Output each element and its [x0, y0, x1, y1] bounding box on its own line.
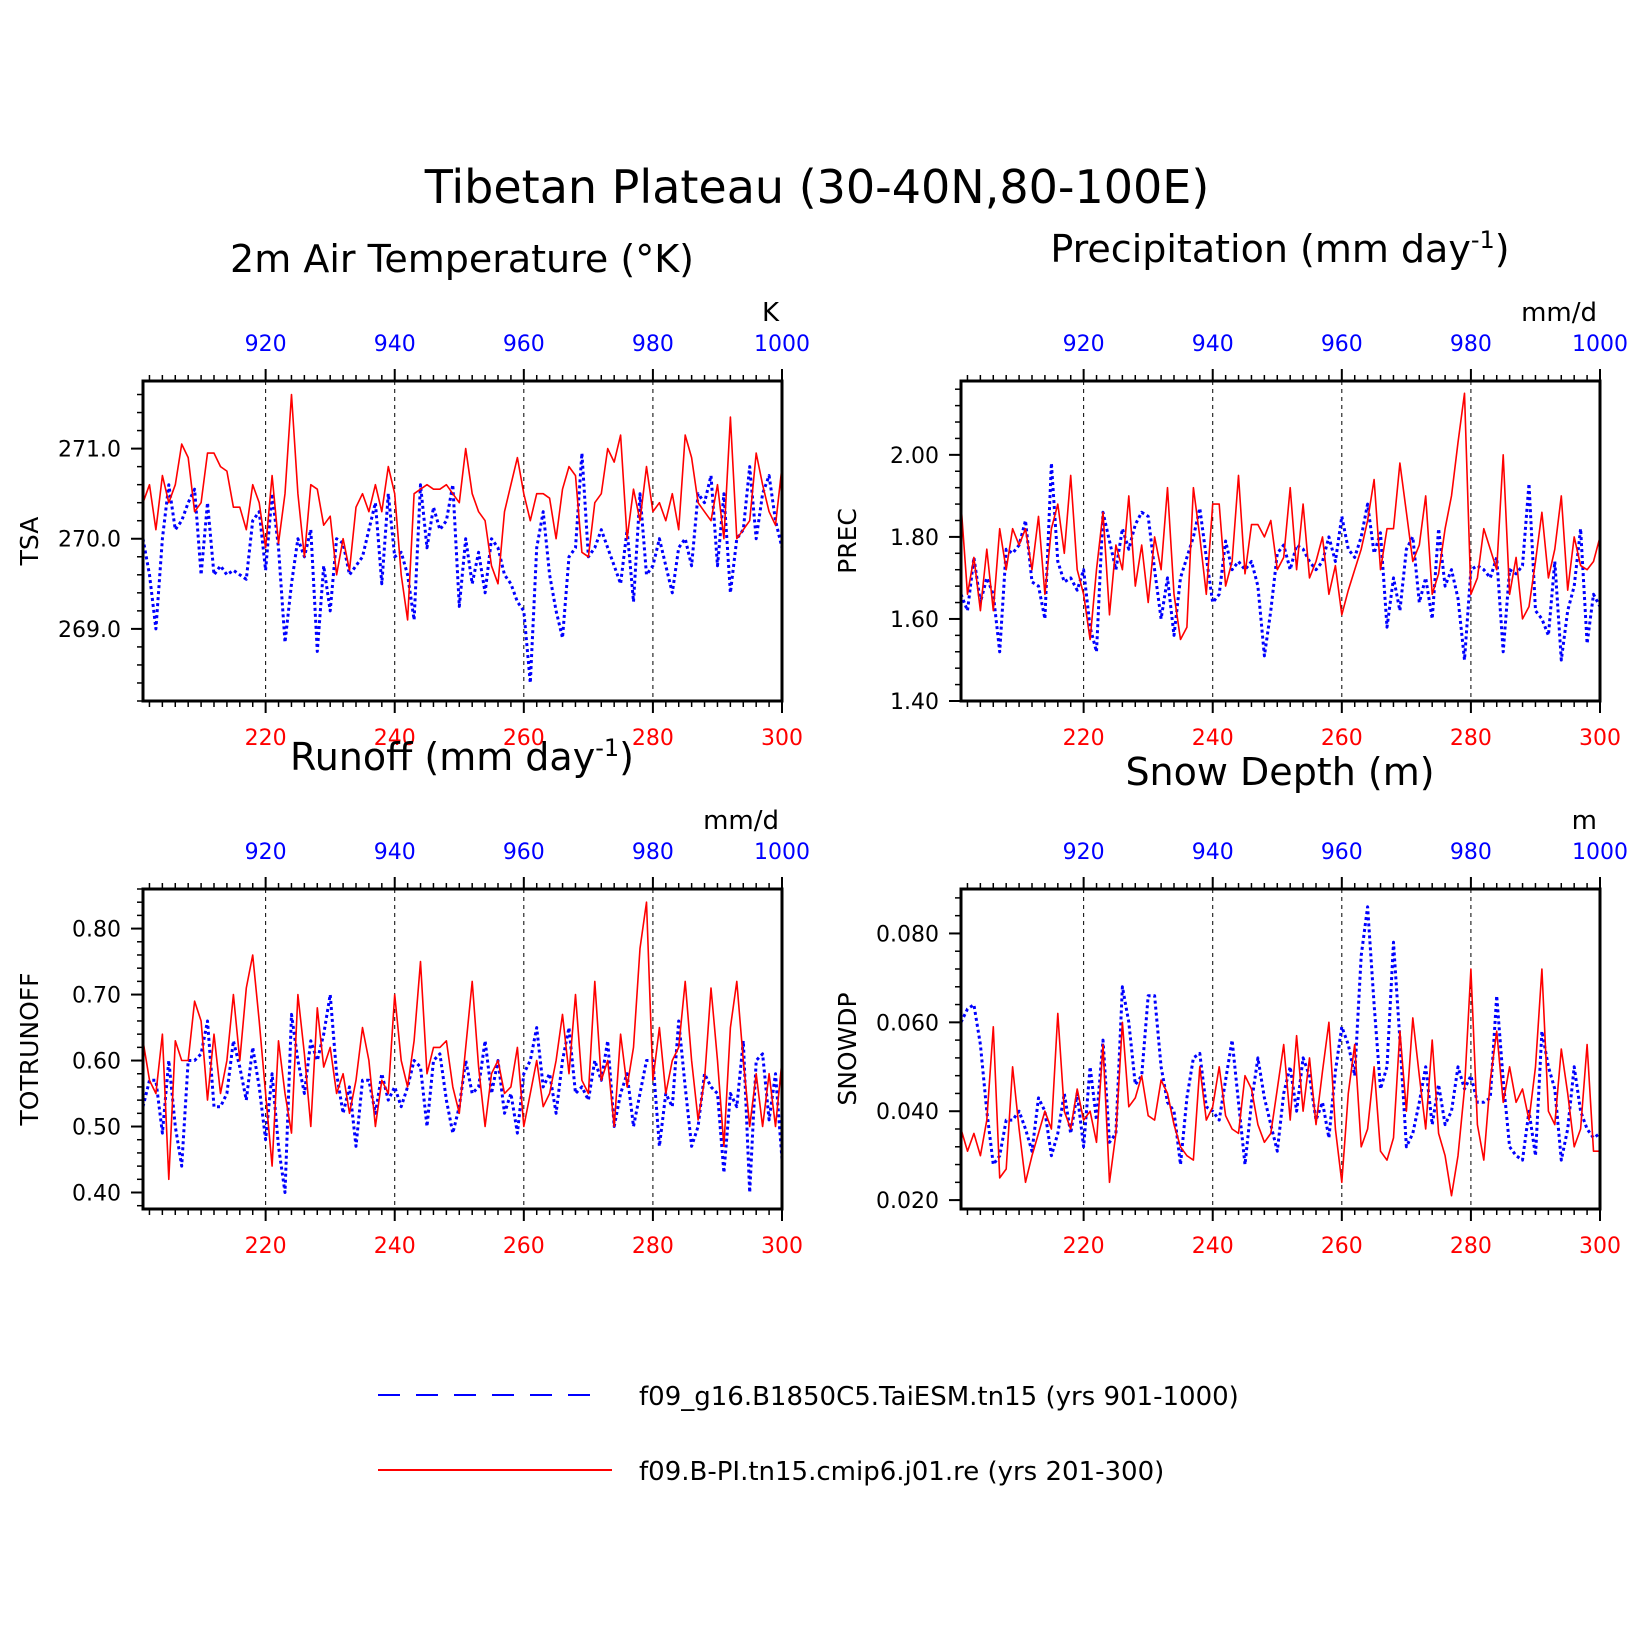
- panel-title-sup: -1: [595, 734, 619, 762]
- x-top-tick-label: 1000: [1572, 840, 1628, 865]
- y-tick-label: 0.060: [876, 1011, 939, 1036]
- panel-title-end: ): [619, 735, 634, 779]
- y-tick-label: 0.40: [72, 1182, 121, 1207]
- plot-frame: [959, 887, 1602, 1211]
- y-axis-label: SNOWDP: [833, 992, 862, 1105]
- y-axis-label: PREC: [833, 508, 862, 574]
- panel-title-end: ): [1495, 227, 1510, 271]
- x-top-tick-label: 920: [245, 840, 287, 865]
- panel-title-sup: -1: [1471, 226, 1495, 254]
- x-bottom-tick-label: 220: [1063, 726, 1105, 751]
- x-top-tick-label: 980: [632, 840, 674, 865]
- x-bottom-tick-label: 240: [374, 1234, 416, 1259]
- y-tick-label: 1.80: [890, 526, 939, 551]
- x-bottom-tick-label: 260: [1321, 726, 1363, 751]
- x-bottom-tick-label: 260: [503, 1234, 545, 1259]
- legend-label-run2: f09.B-PI.tn15.cmip6.j01.re (yrs 201-300): [639, 1457, 1164, 1487]
- x-top-tick-label: 960: [503, 840, 545, 865]
- series-line-run2: [142, 393, 783, 621]
- panel-title: Runoff (mm day-1): [290, 734, 634, 779]
- y-tick-label: 269.0: [58, 618, 121, 643]
- panel-title: 2m Air Temperature (°K): [230, 237, 694, 281]
- x-bottom-tick-label: 280: [1450, 726, 1492, 751]
- y-tick-label: 0.020: [876, 1189, 939, 1214]
- panel-title: Precipitation (mm day-1): [1050, 226, 1509, 271]
- x-top-tick-label: 920: [1063, 840, 1105, 865]
- x-top-tick-label: 920: [245, 332, 287, 357]
- series-line-run1: [141, 993, 784, 1194]
- series-line-run1: [959, 461, 1602, 662]
- legend: f09_g16.B1850C5.TaiESM.tn15 (yrs 901-100…: [378, 1382, 1239, 1487]
- x-bottom-tick-label: 260: [1321, 1234, 1363, 1259]
- x-bottom-tick-label: 280: [1450, 1234, 1492, 1259]
- chart-panel-1: 2m Air Temperature (°K) K 269.0 270.0 271.0 T…: [15, 237, 810, 751]
- y-tick-label: 0.70: [72, 984, 121, 1009]
- x-bottom-tick-label: 300: [1579, 1234, 1621, 1259]
- x-top-tick-label: 940: [1192, 332, 1234, 357]
- plot-frame: [141, 379, 784, 703]
- x-top-tick-label: 920: [1063, 332, 1105, 357]
- series-line-run2: [142, 901, 783, 1181]
- x-bottom-tick-label: 240: [1192, 1234, 1234, 1259]
- x-top-tick-label: 940: [374, 840, 416, 865]
- panel-title-text: Runoff (mm day: [290, 735, 595, 779]
- x-bottom-tick-label: 280: [632, 726, 674, 751]
- x-top-tick-label: 960: [1321, 840, 1363, 865]
- x-top-tick-label: 940: [1192, 840, 1234, 865]
- panel-title-text: Snow Depth (m): [1125, 750, 1434, 794]
- panel-title: Snow Depth (m): [1125, 750, 1434, 794]
- legend-label-run1: f09_g16.B1850C5.TaiESM.tn15 (yrs 901-100…: [639, 1382, 1239, 1412]
- y-tick-label: 1.60: [890, 608, 939, 633]
- units-label: mm/d: [1521, 298, 1597, 328]
- chart-panel-2: Precipitation (mm day-1) mm/d 1.40 1.60 1.80…: [833, 226, 1628, 751]
- x-top-tick-label: 980: [1450, 332, 1492, 357]
- panels: 2m Air Temperature (°K) K 269.0 270.0 271.0 T…: [15, 226, 1628, 1259]
- y-axis-label: TOTRUNOFF: [15, 972, 44, 1126]
- y-tick-label: 2.00: [890, 444, 939, 469]
- x-bottom-tick-label: 260: [503, 726, 545, 751]
- x-bottom-tick-label: 280: [632, 1234, 674, 1259]
- x-top-tick-label: 980: [1450, 840, 1492, 865]
- x-top-tick-label: 1000: [754, 332, 810, 357]
- y-tick-label: 1.40: [890, 690, 939, 715]
- x-top-tick-label: 1000: [1572, 332, 1628, 357]
- series-line-run2: [960, 968, 1600, 1197]
- chart-panel-4: Snow Depth (m) m 0.020 0.040 0.060 0.080 SNOWD…: [833, 750, 1628, 1259]
- y-tick-label: 0.50: [72, 1116, 121, 1141]
- plot-frame: [141, 887, 784, 1211]
- panel-title-text: 2m Air Temperature (°K): [230, 237, 694, 281]
- x-bottom-tick-label: 220: [245, 1234, 287, 1259]
- units-label: mm/d: [703, 806, 779, 836]
- figure-title: Tibetan Plateau (30-40N,80-100E): [424, 160, 1210, 214]
- y-tick-label: 0.080: [876, 922, 939, 947]
- series-line-run1: [141, 451, 784, 685]
- x-bottom-tick-label: 220: [245, 726, 287, 751]
- y-tick-label: 0.80: [72, 918, 121, 943]
- units-label: K: [762, 298, 780, 328]
- chart-panel-3: Runoff (mm day-1) mm/d 0.40 0.50 0.60 0.70 0.8…: [15, 734, 810, 1259]
- x-top-tick-label: 940: [374, 332, 416, 357]
- units-label: m: [1572, 806, 1597, 836]
- y-axis-label: TSA: [15, 517, 44, 567]
- series-line-run2: [960, 392, 1601, 641]
- x-top-tick-label: 980: [632, 332, 674, 357]
- x-bottom-tick-label: 240: [374, 726, 416, 751]
- x-bottom-tick-label: 240: [1192, 726, 1234, 751]
- x-top-tick-label: 960: [1321, 332, 1363, 357]
- x-bottom-tick-label: 220: [1063, 1234, 1105, 1259]
- x-top-tick-label: 960: [503, 332, 545, 357]
- y-tick-label: 0.040: [876, 1100, 939, 1125]
- series-line-run1: [959, 905, 1601, 1167]
- x-bottom-tick-label: 300: [761, 1234, 803, 1259]
- x-bottom-tick-label: 300: [761, 726, 803, 751]
- y-tick-label: 0.60: [72, 1050, 121, 1075]
- y-tick-label: 271.0: [58, 438, 121, 463]
- x-bottom-tick-label: 300: [1579, 726, 1621, 751]
- panel-title-text: Precipitation (mm day: [1050, 227, 1470, 271]
- x-top-tick-label: 1000: [754, 840, 810, 865]
- plot-frame: [959, 379, 1602, 703]
- y-tick-label: 270.0: [58, 528, 121, 553]
